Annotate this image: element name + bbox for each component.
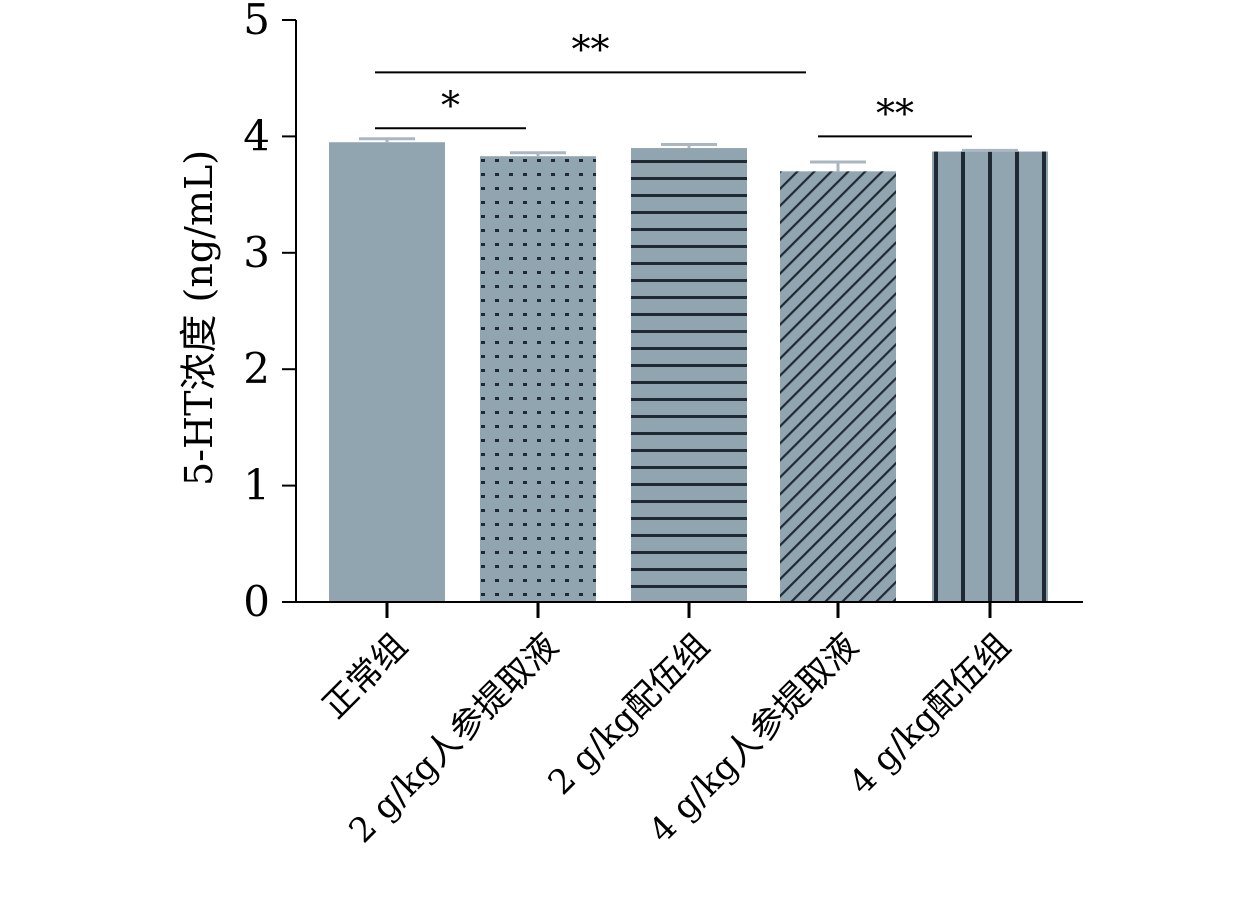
y-tick-label-0: 0 [243, 577, 270, 626]
x-tick-label-5: 4 g/kg配伍组 [842, 626, 1019, 803]
y-tick-label-1: 1 [243, 461, 270, 510]
significance-label-3: ** [876, 91, 914, 135]
bar-2 [480, 156, 596, 603]
bar-5 [932, 151, 1048, 603]
y-tick-label-5: 5 [243, 0, 270, 44]
significance-label-2: * [441, 83, 460, 127]
y-tick-label-3: 3 [243, 228, 270, 277]
y-tick-label-2: 2 [243, 344, 270, 393]
x-tick-label-1: 正常组 [315, 626, 415, 726]
y-axis-label: 5-HT浓度 (ng/mL) [177, 150, 221, 486]
bar-3 [631, 148, 747, 603]
y-tick-label-4: 4 [243, 111, 270, 160]
bar-1 [329, 142, 445, 602]
significance-label-1: ** [572, 27, 610, 71]
bar-4 [780, 171, 896, 602]
